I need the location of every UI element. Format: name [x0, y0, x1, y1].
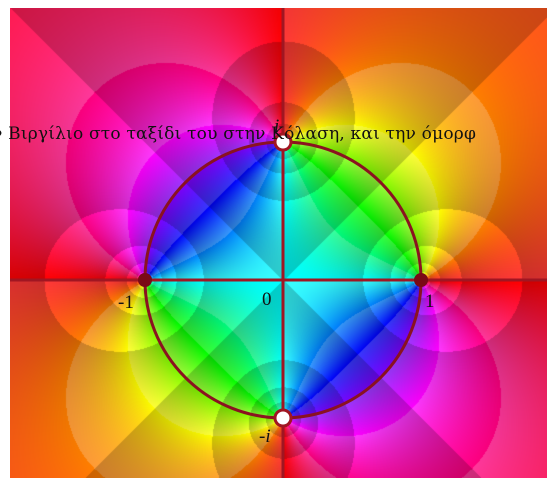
phase-color-field	[10, 8, 547, 478]
pole-marker-minus-i	[273, 408, 293, 428]
label-i: i	[274, 116, 280, 137]
zero-point-one	[414, 273, 428, 287]
label-minus-i: -i	[259, 426, 271, 447]
label-one: 1	[425, 291, 435, 312]
zero-point-minus-one	[138, 273, 152, 287]
label-minus-one: -1	[118, 292, 134, 313]
pole-marker-i	[273, 132, 293, 152]
label-zero: 0	[262, 289, 272, 310]
overlay-sentence: ν Βιργίλιο στο ταξίδι του στην Κόλαση, κ…	[0, 124, 477, 144]
